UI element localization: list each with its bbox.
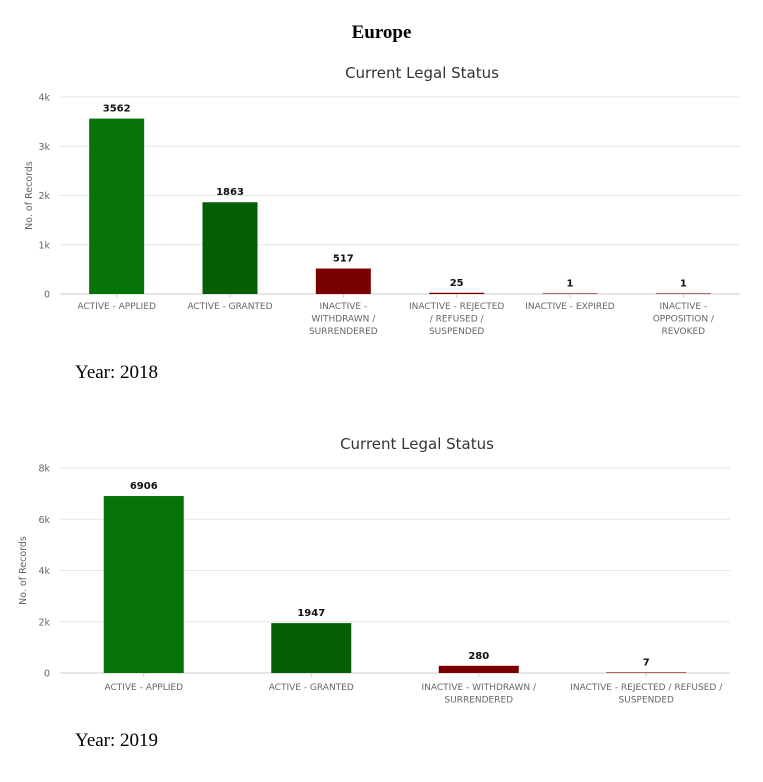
- category-label: SUSPENDED: [619, 696, 674, 706]
- category-label: ACTIVE - APPLIED: [77, 302, 156, 312]
- category-label: ACTIVE - APPLIED: [104, 683, 183, 693]
- y-tick-label: 8k: [38, 464, 50, 475]
- y-axis-label: No. of Records: [18, 536, 29, 605]
- bar: [606, 672, 687, 673]
- y-tick-label: 1k: [38, 240, 50, 251]
- data-label: 1: [567, 278, 574, 289]
- data-label: 3562: [103, 104, 131, 115]
- y-tick-label: 4k: [38, 93, 50, 104]
- y-tick-label: 2k: [38, 617, 50, 628]
- y-axis-label: No. of Records: [24, 161, 35, 230]
- category-label: ACTIVE - GRANTED: [187, 302, 272, 312]
- bar: [89, 118, 145, 294]
- y-tick-label: 3k: [38, 142, 50, 153]
- year-caption-2018: Year: 2018: [75, 362, 159, 383]
- data-label: 6906: [130, 481, 158, 492]
- y-tick-label: 0: [44, 669, 50, 680]
- data-label: 1863: [216, 187, 244, 198]
- category-label: SURRENDERED: [309, 327, 378, 337]
- bar: [438, 665, 519, 673]
- data-label: 280: [468, 651, 489, 662]
- chart-2018: Current Legal Status 0 1k 2k 3k 4k No. of Reco…: [24, 64, 740, 337]
- category-label: INACTIVE - EXPIRED: [525, 302, 615, 312]
- chart-2019: Current Legal Status 0 2k 4k 6k 8k No. of Reco…: [18, 435, 730, 706]
- bar: [542, 293, 598, 294]
- bar: [103, 496, 184, 673]
- bar: [655, 293, 711, 294]
- y-tick-label: 6k: [38, 515, 50, 526]
- category-label: REVOKED: [662, 327, 706, 337]
- bar: [429, 292, 485, 294]
- y-tick-label: 0: [44, 290, 50, 301]
- category-label: SURRENDERED: [444, 696, 513, 706]
- bar: [202, 202, 258, 294]
- year-caption-2019: Year: 2019: [75, 730, 159, 751]
- data-label: 1: [680, 278, 687, 289]
- category-label: INACTIVE - REJECTED: [409, 302, 504, 312]
- chart-title: Current Legal Status: [345, 64, 499, 82]
- category-label: OPPOSITION /: [653, 315, 715, 325]
- data-label: 25: [450, 278, 464, 289]
- y-tick-label: 2k: [38, 191, 50, 202]
- category-label: INACTIVE -: [659, 302, 707, 312]
- data-label: 517: [333, 254, 354, 265]
- data-label: 7: [643, 657, 650, 668]
- category-label: INACTIVE - WITHDRAWN /: [422, 683, 537, 693]
- y-tick-label: 4k: [38, 566, 50, 577]
- chart-title: Current Legal Status: [340, 435, 494, 453]
- data-label: 1947: [297, 608, 325, 619]
- category-label: / REFUSED /: [430, 315, 485, 325]
- page-title: Europe: [351, 22, 412, 43]
- category-label: INACTIVE -: [319, 302, 367, 312]
- bar: [271, 623, 352, 673]
- category-label: WITHDRAWN /: [311, 315, 376, 325]
- category-label: INACTIVE - REJECTED / REFUSED /: [570, 683, 723, 693]
- category-label: ACTIVE - GRANTED: [269, 683, 354, 693]
- category-label: SUSPENDED: [429, 327, 484, 337]
- bar: [315, 268, 371, 294]
